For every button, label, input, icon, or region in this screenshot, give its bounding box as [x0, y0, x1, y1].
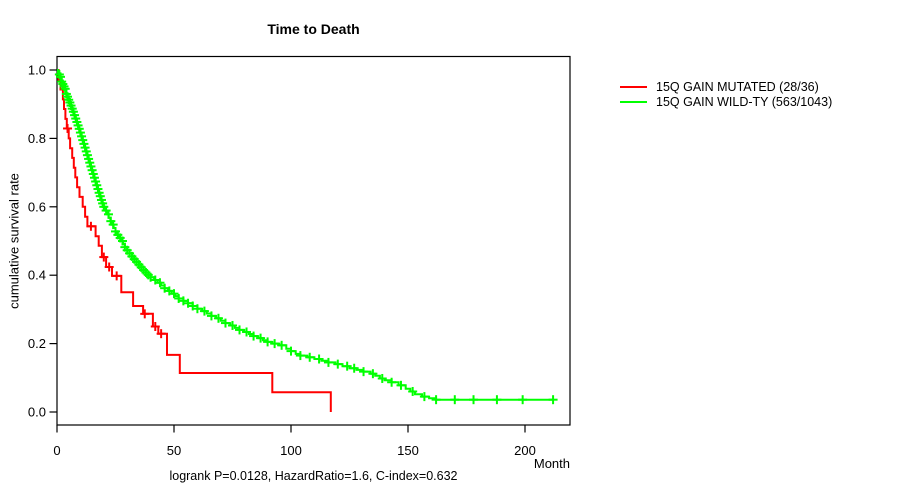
- y-tick-label: 0.2: [28, 336, 46, 351]
- legend-label-mutated: 15Q GAIN MUTATED (28/36): [656, 79, 819, 94]
- km-step-line: [57, 69, 332, 412]
- y-tick-label: 0.8: [28, 131, 46, 146]
- x-tick-label: 100: [280, 443, 302, 458]
- chart-title: Time to Death: [267, 21, 360, 37]
- legend-label-wildtype: 15Q GAIN WILD-TY (563/1043): [656, 94, 833, 109]
- x-tick-label: 50: [167, 443, 181, 458]
- y-tick-label: 0.0: [28, 405, 46, 420]
- km-step-line: [56, 69, 554, 401]
- censor-marks: [54, 69, 558, 405]
- stats-caption: logrank P=0.0128, HazardRatio=1.6, C-ind…: [169, 469, 458, 483]
- x-tick-label: 200: [514, 443, 536, 458]
- legend-item-mutated: 15Q GAIN MUTATED (28/36): [620, 79, 832, 94]
- legend-line-red: [620, 85, 647, 88]
- legend-line-green: [620, 100, 647, 103]
- x-axis-label: Month: [533, 456, 570, 471]
- y-tick-label: 0.6: [28, 199, 46, 214]
- y-axis: 0.0 0.2 0.4 0.6 0.8 1.0: [28, 63, 57, 420]
- x-tick-label: 0: [53, 443, 60, 458]
- legend-item-wildtype: 15Q GAIN WILD-TY (563/1043): [620, 94, 832, 109]
- y-tick-label: 0.4: [28, 268, 46, 283]
- plot-box: [56, 55, 571, 426]
- x-tick-label: 150: [397, 443, 419, 458]
- y-tick-label: 1.0: [28, 63, 46, 78]
- censor-marks: [63, 123, 166, 339]
- legend: 15Q GAIN MUTATED (28/36) 15Q GAIN WILD-T…: [620, 79, 832, 109]
- x-axis: 0 50 100 150 200: [53, 425, 536, 458]
- survival-curve-wildtype: [54, 69, 558, 405]
- survival-curve-mutated: [57, 69, 332, 412]
